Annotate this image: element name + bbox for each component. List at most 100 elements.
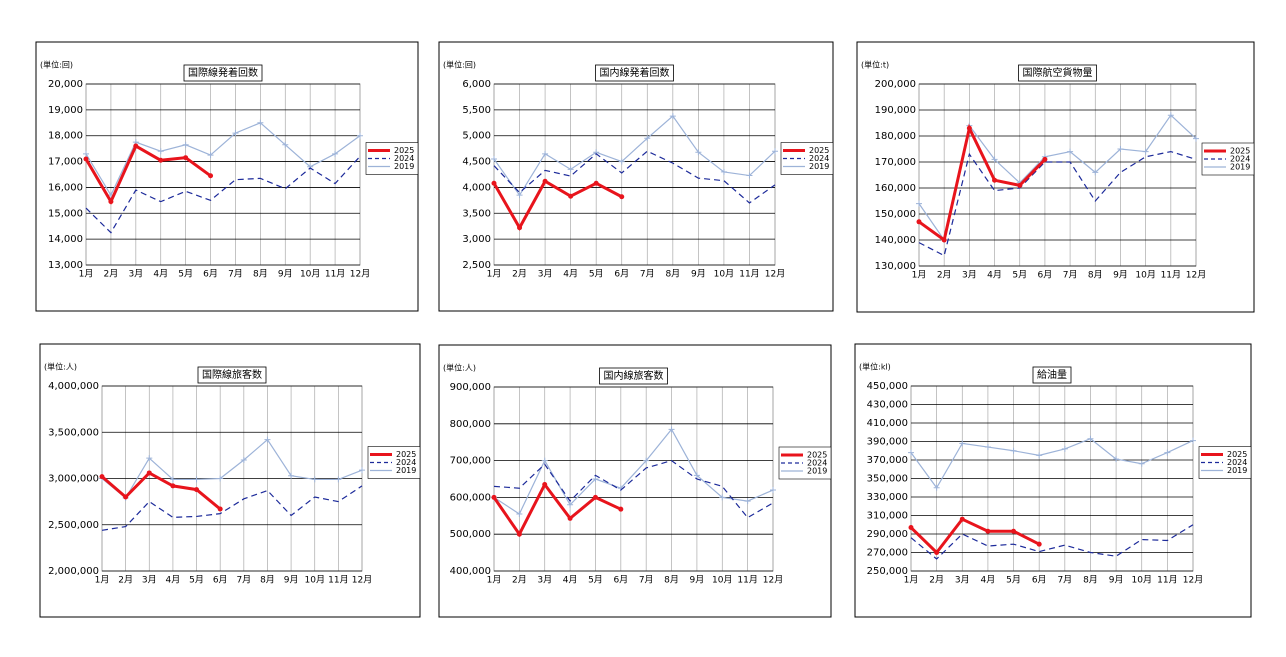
data-point — [1010, 447, 1017, 454]
y-tick-label: 430,000 — [867, 400, 908, 411]
legend-label: 2024 — [1230, 155, 1250, 164]
x-tick-label: 2月 — [104, 269, 119, 280]
y-tick-label: 270,000 — [867, 548, 908, 559]
y-tick-label: 200,000 — [875, 79, 916, 90]
x-tick-label: 12月 — [352, 575, 372, 586]
y-tick-label: 4,000,000 — [48, 381, 99, 392]
y-tick-label: 3,500 — [462, 208, 491, 219]
data-point — [770, 487, 776, 494]
legend-label: 2019 — [807, 467, 827, 476]
x-tick-label: 2月 — [929, 575, 944, 586]
data-point — [916, 200, 922, 207]
legend-label: 2019 — [1230, 163, 1250, 172]
data-point — [933, 484, 940, 491]
unit-label: (単位:t) — [861, 60, 889, 70]
y-tick-label: 2,000,000 — [48, 566, 99, 577]
data-point — [542, 178, 548, 184]
series-line — [492, 179, 623, 231]
series-line — [493, 428, 774, 515]
y-tick-label: 140,000 — [875, 235, 916, 246]
data-point — [516, 510, 523, 517]
x-tick-label: 7月 — [1063, 270, 1078, 281]
series-line — [910, 524, 1194, 560]
data-point — [282, 141, 289, 148]
chart-panel: (単位:回) 国際線発着回数 1月 2月 3月 4月 5月 6月 7月 8月 9月 10月 11月 12月… — [35, 41, 419, 312]
data-point — [959, 440, 966, 447]
data-point — [966, 125, 972, 131]
x-tick-label: 11月 — [325, 269, 345, 280]
x-tick-label: 8月 — [253, 269, 268, 280]
y-tick-label: 800,000 — [450, 419, 491, 430]
x-tick-label: 7月 — [1057, 575, 1072, 586]
series-line — [492, 481, 622, 538]
x-tick-label: 1月 — [487, 269, 502, 280]
data-point — [1017, 182, 1023, 188]
x-tick-label: 3月 — [142, 575, 157, 586]
data-point — [146, 470, 152, 476]
series-line — [85, 122, 361, 197]
x-tick-label: 7月 — [639, 575, 654, 586]
data-point — [542, 482, 548, 488]
chart-title: 給油量 — [1037, 368, 1067, 381]
x-tick-label: 10月 — [712, 575, 732, 586]
y-tick-label: 190,000 — [875, 105, 916, 116]
data-point — [183, 155, 189, 161]
y-tick-label: 160,000 — [875, 183, 916, 194]
series-line — [493, 459, 774, 519]
data-point — [257, 119, 264, 126]
y-tick-label: 250,000 — [867, 566, 908, 577]
chart-title: 国内線旅客数 — [604, 369, 664, 382]
data-point — [568, 193, 574, 199]
x-tick-label: 9月 — [1109, 575, 1124, 586]
x-tick-label: 8月 — [665, 269, 680, 280]
x-tick-label: 12月 — [1183, 575, 1203, 586]
data-point — [567, 501, 574, 508]
data-point — [668, 426, 675, 433]
x-tick-label: 8月 — [260, 575, 275, 586]
data-point — [158, 157, 164, 163]
unit-label: (単位:回) — [443, 60, 476, 70]
x-tick-label: 4月 — [981, 575, 996, 586]
legend-label: 2024 — [396, 458, 416, 467]
y-tick-label: 4,000 — [462, 182, 491, 193]
y-tick-label: 3,000,000 — [48, 474, 99, 485]
series-line — [101, 471, 222, 511]
title-box — [599, 367, 668, 385]
y-tick-label: 15,000 — [48, 208, 83, 219]
data-point — [99, 474, 105, 480]
title-box — [1032, 366, 1072, 384]
data-point — [517, 225, 523, 231]
y-tick-label: 2,500 — [462, 260, 491, 271]
y-tick-label: 390,000 — [867, 437, 908, 448]
y-tick-label: 500,000 — [450, 529, 491, 540]
data-point — [332, 150, 339, 157]
data-point — [618, 506, 624, 512]
x-tick-label: 1月 — [904, 575, 919, 586]
x-tick-label: 5月 — [1012, 270, 1027, 281]
x-tick-label: 2月 — [512, 269, 527, 280]
x-tick-label: 6月 — [613, 575, 628, 586]
data-point — [182, 141, 189, 148]
y-tick-label: 5,000 — [462, 131, 491, 142]
chart-panel: (単位:回) 国内線発着回数 1月 2月 3月 4月 5月 6月 7月 8月 9月 10月 11月 12月… — [438, 41, 834, 312]
data-point — [240, 457, 247, 463]
data-point — [908, 449, 914, 456]
y-tick-label: 310,000 — [867, 511, 908, 522]
y-tick-label: 350,000 — [867, 474, 908, 485]
data-point — [908, 525, 914, 531]
x-tick-label: 7月 — [228, 269, 243, 280]
data-point — [516, 192, 523, 199]
y-tick-label: 18,000 — [48, 131, 83, 142]
x-tick-label: 2月 — [937, 270, 952, 281]
x-tick-label: 10月 — [305, 575, 325, 586]
data-point — [669, 113, 676, 120]
y-tick-label: 170,000 — [875, 157, 916, 168]
data-point — [491, 494, 497, 500]
data-point — [720, 168, 727, 175]
y-tick-label: 700,000 — [450, 456, 491, 467]
data-point — [719, 494, 726, 501]
plot-area — [493, 386, 774, 572]
data-point — [1036, 452, 1043, 459]
title-box — [197, 366, 267, 384]
